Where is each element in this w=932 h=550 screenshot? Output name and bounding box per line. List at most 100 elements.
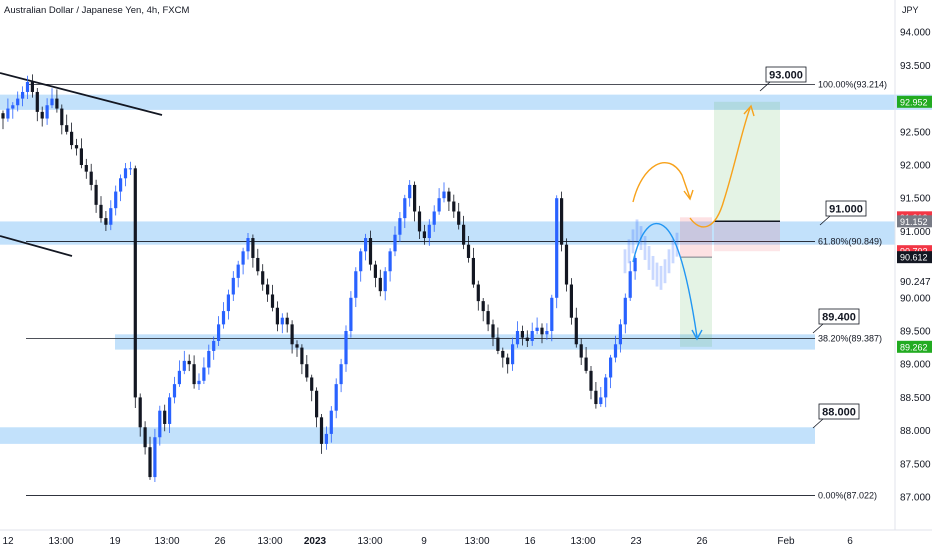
candle-up[interactable] xyxy=(329,410,333,434)
candle-down[interactable] xyxy=(476,284,480,302)
candle-up[interactable] xyxy=(599,397,603,405)
candle-down[interactable] xyxy=(525,337,529,341)
candle-down[interactable] xyxy=(368,238,373,265)
candle-up[interactable] xyxy=(16,98,20,106)
candle-down[interactable] xyxy=(70,131,74,146)
candle-up[interactable] xyxy=(388,251,392,272)
candle-down[interactable] xyxy=(506,357,510,365)
candle-down[interactable] xyxy=(486,311,490,325)
callout-label[interactable]: 93.000 xyxy=(759,66,807,92)
candle-up[interactable] xyxy=(119,178,123,192)
candle-down[interactable] xyxy=(452,201,456,212)
candle-up[interactable] xyxy=(177,370,181,385)
candle-down[interactable] xyxy=(462,224,466,245)
candle-up[interactable] xyxy=(221,311,226,325)
sr-zone[interactable] xyxy=(0,427,815,444)
candle-down[interactable] xyxy=(574,317,578,345)
candle-down[interactable] xyxy=(481,301,485,312)
candle-up[interactable] xyxy=(11,105,15,109)
candle-up[interactable] xyxy=(109,208,113,225)
candle-up[interactable] xyxy=(354,271,358,298)
candle-down[interactable] xyxy=(1,113,5,119)
candle-up[interactable] xyxy=(246,238,250,252)
candle-up[interactable] xyxy=(403,198,407,219)
candle-up[interactable] xyxy=(437,198,441,212)
candle-up[interactable] xyxy=(114,191,118,209)
candle-down[interactable] xyxy=(491,324,495,338)
candle-down[interactable] xyxy=(270,294,275,308)
candle-up[interactable] xyxy=(511,344,515,365)
candle-up[interactable] xyxy=(623,297,627,325)
candle-down[interactable] xyxy=(466,244,471,258)
candle-down[interactable] xyxy=(589,370,593,391)
candle-down[interactable] xyxy=(40,111,44,119)
upper-trendline[interactable] xyxy=(0,72,163,116)
callout-label[interactable]: 89.400 xyxy=(812,308,860,334)
candle-up[interactable] xyxy=(604,377,608,398)
candle-down[interactable] xyxy=(295,344,299,348)
candle-down[interactable] xyxy=(192,364,196,385)
candle-up[interactable] xyxy=(6,108,10,119)
candle-up[interactable] xyxy=(344,331,348,365)
candle-down[interactable] xyxy=(275,307,279,325)
candle-down[interactable] xyxy=(290,324,294,345)
candle-up[interactable] xyxy=(398,218,402,235)
candle-up[interactable] xyxy=(545,331,549,335)
candle-down[interactable] xyxy=(447,191,451,202)
candle-up[interactable] xyxy=(515,331,520,345)
candle-down[interactable] xyxy=(99,204,103,219)
candle-down[interactable] xyxy=(319,417,324,444)
candle-up[interactable] xyxy=(25,82,30,92)
candle-up[interactable] xyxy=(182,360,186,371)
callout-label[interactable]: 91.000 xyxy=(819,200,867,226)
short-stop-zone[interactable] xyxy=(680,217,712,258)
candle-down[interactable] xyxy=(148,447,152,478)
candle-down[interactable] xyxy=(300,347,304,365)
candle-up[interactable] xyxy=(21,91,25,99)
candle-up[interactable] xyxy=(618,324,622,345)
candle-down[interactable] xyxy=(256,257,260,272)
candle-down[interactable] xyxy=(520,331,524,338)
candle-down[interactable] xyxy=(378,277,382,292)
candle-up[interactable] xyxy=(628,271,632,298)
candle-up[interactable] xyxy=(123,168,128,179)
candle-up[interactable] xyxy=(442,191,446,199)
candle-down[interactable] xyxy=(501,350,505,358)
candle-down[interactable] xyxy=(138,397,142,428)
candle-up[interactable] xyxy=(324,433,328,444)
candle-up[interactable] xyxy=(236,264,240,278)
candle-up[interactable] xyxy=(50,98,54,106)
candle-down[interactable] xyxy=(163,410,167,424)
candle-up[interactable] xyxy=(633,257,637,272)
candle-up[interactable] xyxy=(339,364,343,385)
candle-up[interactable] xyxy=(427,224,431,239)
candle-down[interactable] xyxy=(89,171,93,185)
candle-down[interactable] xyxy=(569,284,573,318)
candle-up[interactable] xyxy=(432,211,436,225)
candle-up[interactable] xyxy=(364,238,368,252)
candle-up[interactable] xyxy=(408,184,412,199)
candle-down[interactable] xyxy=(104,218,108,225)
candle-down[interactable] xyxy=(84,165,88,172)
candle-down[interactable] xyxy=(55,98,59,109)
candle-up[interactable] xyxy=(172,384,177,398)
candle-down[interactable] xyxy=(584,357,588,371)
candle-down[interactable] xyxy=(266,284,270,295)
candle-down[interactable] xyxy=(251,238,255,258)
candle-down[interactable] xyxy=(30,82,34,92)
candle-down[interactable] xyxy=(373,264,377,278)
candle-down[interactable] xyxy=(560,198,564,245)
candle-down[interactable] xyxy=(579,344,583,358)
candle-up[interactable] xyxy=(609,357,613,378)
candle-up[interactable] xyxy=(212,340,216,351)
candle-up[interactable] xyxy=(217,324,221,341)
candle-up[interactable] xyxy=(197,380,201,385)
candle-down[interactable] xyxy=(74,145,79,149)
candle-down[interactable] xyxy=(187,360,191,365)
candle-up[interactable] xyxy=(207,350,211,368)
candle-down[interactable] xyxy=(65,125,69,132)
candle-down[interactable] xyxy=(133,168,137,398)
candle-down[interactable] xyxy=(471,257,475,285)
candle-down[interactable] xyxy=(310,377,314,391)
